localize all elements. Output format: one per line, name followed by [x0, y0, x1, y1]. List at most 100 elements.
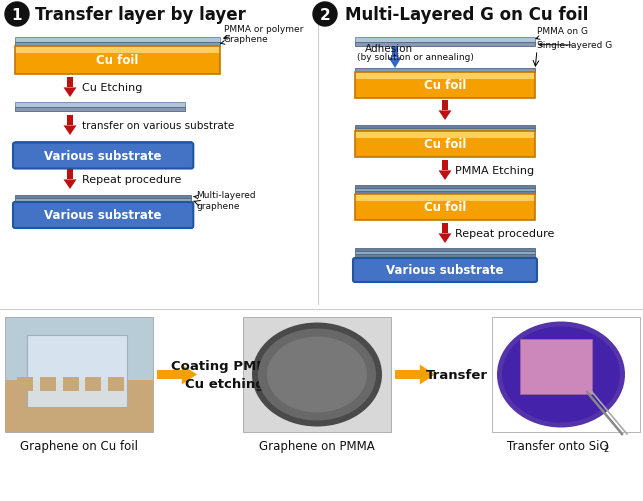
Ellipse shape [502, 327, 620, 423]
Text: PMMA on G: PMMA on G [536, 27, 588, 40]
Text: 1: 1 [12, 8, 23, 23]
Bar [243, 317, 391, 432]
Text: Transfer layer by layer: Transfer layer by layer [35, 6, 246, 24]
Text: Graphene on Cu foil: Graphene on Cu foil [20, 439, 138, 452]
Bar [68, 170, 73, 180]
Text: Single-layered G: Single-layered G [537, 42, 612, 51]
Bar [157, 370, 182, 379]
Bar [15, 195, 192, 198]
Bar [5, 380, 153, 432]
Bar [355, 69, 535, 72]
Polygon shape [420, 365, 435, 385]
Bar [355, 248, 535, 252]
Bar [442, 161, 448, 171]
Bar [15, 47, 220, 74]
Bar [355, 188, 535, 191]
Text: 2: 2 [320, 8, 331, 23]
Text: Cu foil: Cu foil [96, 54, 139, 67]
Bar [17, 377, 33, 391]
Bar [492, 317, 640, 432]
FancyBboxPatch shape [27, 335, 127, 407]
Bar [355, 252, 535, 255]
Circle shape [5, 3, 29, 27]
Bar [392, 47, 398, 58]
Bar [85, 377, 101, 391]
Text: (by solution or annealing): (by solution or annealing) [357, 54, 474, 63]
Bar [108, 377, 124, 391]
Bar [355, 194, 535, 220]
Bar [15, 47, 220, 54]
Bar [15, 108, 185, 111]
Polygon shape [64, 180, 77, 189]
Text: Various substrate: Various substrate [44, 150, 162, 163]
Text: Cu Etching: Cu Etching [82, 83, 142, 93]
Bar [40, 377, 56, 391]
Polygon shape [439, 171, 451, 181]
Bar [68, 78, 73, 88]
Bar [355, 72, 535, 98]
Bar [355, 43, 535, 47]
Text: Coating PMMA: Coating PMMA [170, 359, 279, 372]
Bar [442, 101, 448, 111]
Bar [355, 202, 535, 220]
FancyBboxPatch shape [13, 143, 194, 169]
Bar [5, 317, 153, 432]
Text: Repeat procedure: Repeat procedure [455, 228, 554, 238]
Bar [15, 198, 192, 201]
Polygon shape [439, 234, 451, 243]
Bar [355, 72, 535, 80]
Text: Various substrate: Various substrate [44, 209, 162, 222]
Text: Adhesion: Adhesion [365, 44, 413, 54]
Text: Multi-Layered G on Cu foil: Multi-Layered G on Cu foil [345, 6, 588, 24]
Bar [355, 258, 535, 261]
Bar [355, 194, 535, 202]
Text: Repeat procedure: Repeat procedure [82, 175, 181, 185]
Bar [520, 339, 592, 394]
Bar [15, 43, 220, 47]
Text: Cu foil: Cu foil [424, 138, 466, 151]
Bar [355, 191, 535, 194]
Text: 2: 2 [603, 444, 608, 453]
Bar [68, 116, 73, 126]
Text: PMMA or polymer: PMMA or polymer [224, 26, 303, 40]
Bar [355, 129, 535, 132]
Bar [355, 126, 535, 129]
Text: Multi-layered
graphene: Multi-layered graphene [194, 191, 256, 210]
Bar [355, 38, 535, 43]
Text: Cu foil: Cu foil [424, 201, 466, 214]
Bar [15, 142, 192, 145]
FancyBboxPatch shape [353, 259, 537, 283]
Text: Transfer onto SiO: Transfer onto SiO [507, 439, 609, 452]
Bar [355, 132, 535, 158]
Bar [63, 377, 79, 391]
Bar [15, 103, 185, 108]
Polygon shape [182, 365, 197, 385]
Text: PMMA Etching: PMMA Etching [455, 166, 534, 176]
Text: Graphene on PMMA: Graphene on PMMA [259, 439, 375, 452]
Bar [355, 132, 535, 139]
Bar [355, 139, 535, 158]
Bar [355, 80, 535, 98]
Bar [15, 201, 192, 204]
Bar [395, 370, 420, 379]
Text: Various substrate: Various substrate [386, 264, 503, 277]
Text: Cu etching: Cu etching [185, 377, 265, 390]
Polygon shape [388, 58, 401, 69]
Ellipse shape [497, 322, 625, 428]
Text: transfer on various substrate: transfer on various substrate [82, 121, 234, 131]
Text: Transfer: Transfer [426, 368, 488, 381]
Bar [442, 223, 448, 234]
Polygon shape [439, 111, 451, 121]
Polygon shape [64, 126, 77, 136]
Bar [355, 255, 535, 258]
Ellipse shape [252, 323, 382, 427]
Bar [355, 186, 535, 188]
Ellipse shape [267, 337, 367, 413]
Ellipse shape [258, 329, 376, 421]
Text: Cu foil: Cu foil [424, 79, 466, 92]
Text: Graphene: Graphene [221, 35, 269, 45]
Bar [15, 38, 220, 43]
Bar [15, 54, 220, 74]
Circle shape [313, 3, 337, 27]
FancyBboxPatch shape [13, 202, 194, 228]
